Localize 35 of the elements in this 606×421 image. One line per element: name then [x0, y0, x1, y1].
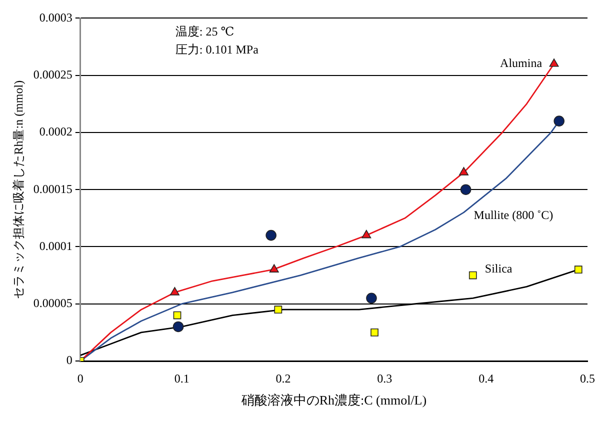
- y-tick-label: 0.00015: [33, 182, 72, 196]
- x-axis-title: 硝酸溶液中のRh濃度:C (mmol/L): [240, 392, 427, 408]
- point: [173, 311, 182, 320]
- point: [266, 230, 276, 241]
- point: [460, 184, 472, 195]
- series-label: Mullite (800 ˚C): [474, 208, 554, 222]
- y-tick-label: 0.00025: [33, 67, 72, 82]
- point: [370, 328, 378, 336]
- series-label: Alumina: [500, 56, 543, 70]
- point: [269, 264, 279, 272]
- x-tick-label: 0.2: [276, 371, 291, 386]
- x-tick-label: 0: [77, 371, 84, 386]
- annotation: 圧力: 0.101 MPa: [175, 42, 260, 56]
- point: [362, 230, 372, 238]
- point: [366, 292, 377, 304]
- y-axis-title: セラミック担体に吸着したRh量:n (mmol): [11, 80, 26, 299]
- point: [468, 271, 477, 280]
- point: [170, 287, 180, 296]
- x-tick-label: 0.3: [377, 371, 392, 386]
- y-tick-label: 0.0003: [39, 10, 72, 24]
- point: [459, 167, 468, 176]
- y-tick-label: 0.0001: [39, 238, 72, 253]
- point: [554, 116, 564, 126]
- y-tick-label: 0.00005: [33, 296, 72, 310]
- y-tick-label: 0.0002: [39, 124, 72, 139]
- x-tick-label: 0.4: [478, 371, 494, 386]
- point: [172, 321, 184, 332]
- series-label: Silica: [484, 261, 513, 276]
- point: [274, 306, 282, 314]
- x-tick-label: 0.1: [174, 371, 190, 386]
- point: [549, 58, 559, 67]
- x-tick-label: 0.5: [580, 371, 595, 386]
- annotation: 温度: 25 ℃: [175, 24, 234, 38]
- y-tick-label: 0: [66, 353, 72, 368]
- point: [574, 266, 582, 274]
